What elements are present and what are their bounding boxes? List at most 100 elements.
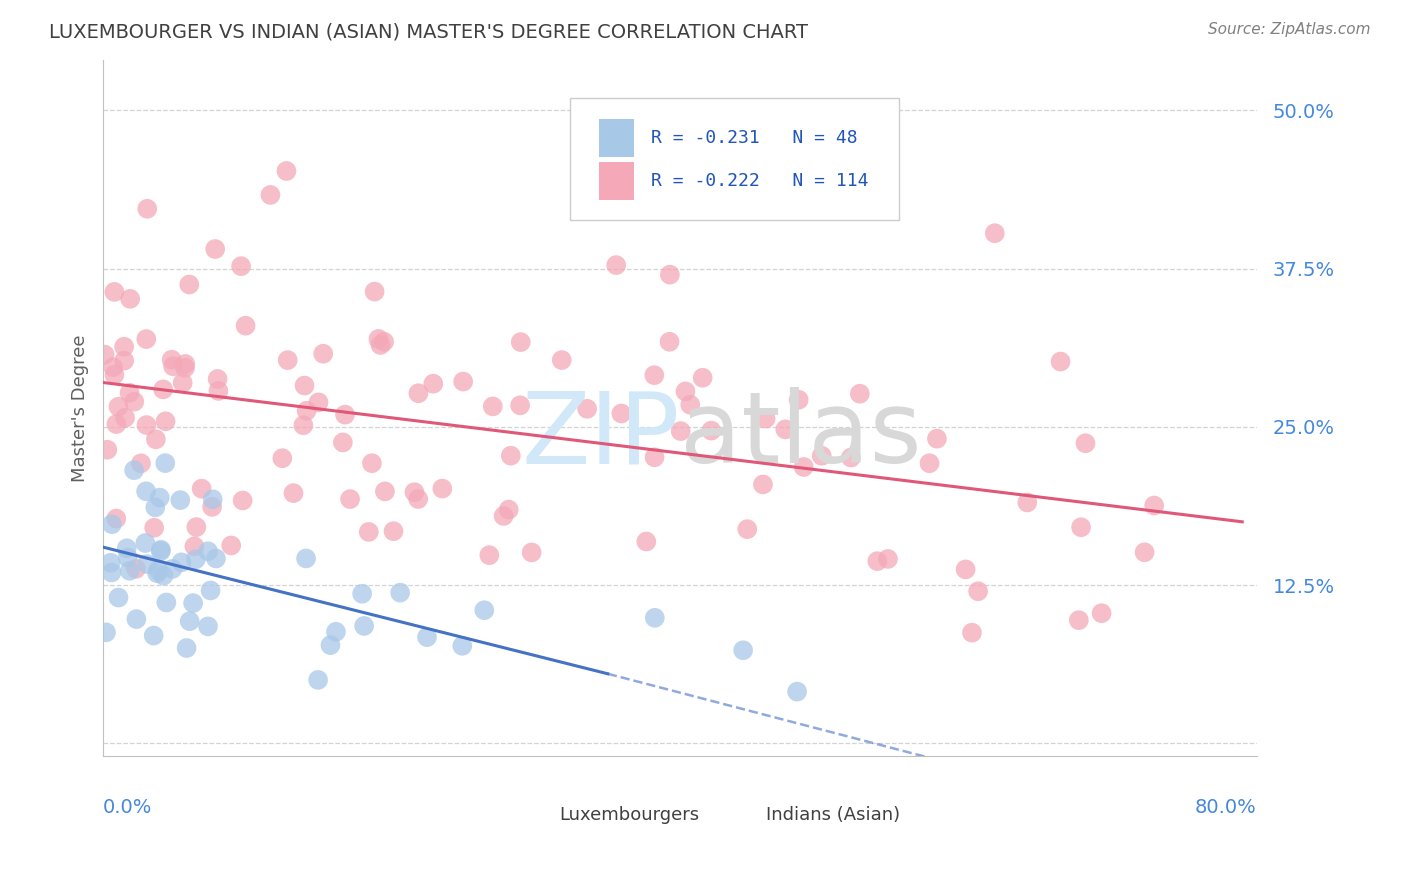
Point: [200, 583, 222, 598]
Point: [105, 417, 128, 431]
Point: [918, 456, 941, 470]
Point: [451, 375, 474, 389]
Point: [492, 508, 515, 523]
Point: [172, 376, 194, 390]
FancyBboxPatch shape: [599, 162, 634, 201]
Point: [576, 401, 599, 416]
Point: [643, 368, 665, 383]
Point: [605, 258, 627, 272]
FancyBboxPatch shape: [513, 797, 547, 826]
Point: [406, 491, 429, 506]
Point: [148, 563, 170, 577]
Point: [866, 554, 889, 568]
Point: [752, 477, 775, 491]
Point: [149, 542, 172, 557]
Point: [117, 550, 139, 565]
Point: [235, 318, 257, 333]
Point: [333, 408, 356, 422]
Point: [692, 370, 714, 384]
Point: [105, 511, 128, 525]
Point: [551, 353, 574, 368]
Point: [775, 422, 797, 436]
Point: [103, 360, 125, 375]
Point: [810, 449, 832, 463]
Point: [107, 591, 129, 605]
Text: Source: ZipAtlas.com: Source: ZipAtlas.com: [1208, 22, 1371, 37]
Point: [115, 541, 138, 556]
Point: [1143, 499, 1166, 513]
Point: [160, 352, 183, 367]
Point: [179, 277, 201, 292]
Point: [259, 188, 281, 202]
Point: [509, 398, 531, 412]
Point: [422, 376, 444, 391]
Point: [374, 484, 396, 499]
Point: [353, 619, 375, 633]
Point: [432, 482, 454, 496]
Point: [174, 357, 197, 371]
Point: [408, 386, 430, 401]
Point: [103, 285, 125, 299]
Point: [142, 629, 165, 643]
Point: [219, 539, 242, 553]
FancyBboxPatch shape: [571, 98, 898, 219]
Point: [155, 414, 177, 428]
Point: [207, 372, 229, 386]
Point: [294, 378, 316, 392]
Point: [700, 424, 723, 438]
Point: [520, 545, 543, 559]
Point: [205, 551, 228, 566]
Point: [149, 491, 172, 505]
Point: [849, 386, 872, 401]
Point: [960, 625, 983, 640]
Point: [112, 353, 135, 368]
Y-axis label: Master's Degree: Master's Degree: [72, 334, 89, 482]
Point: [636, 534, 658, 549]
Point: [100, 566, 122, 580]
Point: [129, 456, 152, 470]
Point: [112, 340, 135, 354]
Point: [877, 552, 900, 566]
Point: [332, 435, 354, 450]
Point: [271, 451, 294, 466]
Point: [229, 259, 252, 273]
Point: [307, 673, 329, 687]
Point: [679, 398, 702, 412]
Point: [319, 638, 342, 652]
Point: [162, 359, 184, 374]
Point: [925, 432, 948, 446]
Point: [370, 338, 392, 352]
Point: [204, 242, 226, 256]
Point: [295, 551, 318, 566]
Point: [176, 640, 198, 655]
Point: [120, 292, 142, 306]
Text: Indians (Asian): Indians (Asian): [766, 806, 900, 824]
Point: [107, 400, 129, 414]
Point: [135, 418, 157, 433]
Point: [1070, 520, 1092, 534]
Point: [94, 625, 117, 640]
Point: [481, 400, 503, 414]
Point: [509, 335, 531, 350]
Point: [276, 164, 298, 178]
Text: ZIP: ZIP: [522, 387, 681, 484]
Point: [1133, 545, 1156, 559]
Point: [669, 424, 692, 438]
Point: [312, 347, 335, 361]
Point: [295, 403, 318, 417]
Point: [100, 556, 122, 570]
Point: [472, 603, 495, 617]
Point: [169, 493, 191, 508]
Point: [339, 492, 361, 507]
Point: [146, 566, 169, 581]
Point: [125, 562, 148, 576]
Point: [135, 484, 157, 499]
FancyBboxPatch shape: [720, 797, 755, 826]
Point: [149, 544, 172, 558]
Point: [363, 285, 385, 299]
Point: [361, 456, 384, 470]
Point: [143, 521, 166, 535]
Point: [181, 596, 204, 610]
Point: [357, 524, 380, 539]
Point: [658, 334, 681, 349]
